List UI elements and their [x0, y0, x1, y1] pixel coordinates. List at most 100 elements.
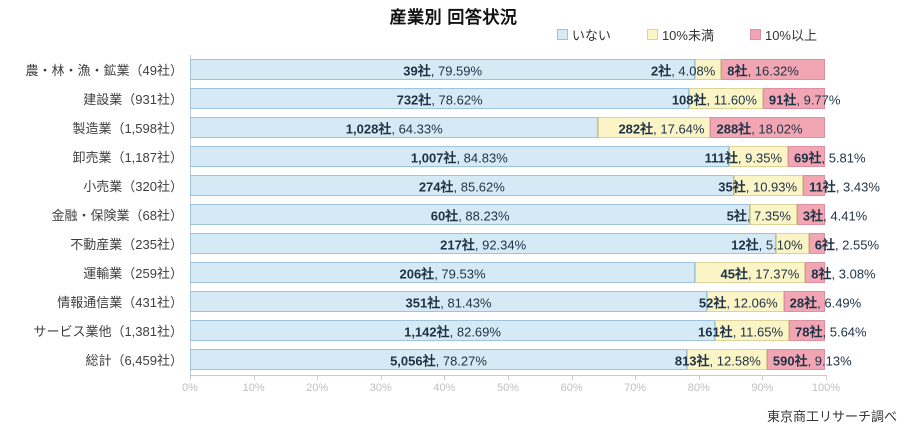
bar-segment-10%未満: 813社, 12.58% [675, 349, 767, 370]
row-category-label: 金融・保険業（68社） [51, 208, 183, 223]
x-tick-mark [253, 376, 255, 380]
segment-label: 1,142社, 82.69% [404, 324, 501, 339]
x-tick-label: 0% [182, 382, 198, 394]
bar-row: 情報通信業（431社） 351社, 81.43% 52社, 12.06% 28社, 6… [0, 287, 907, 316]
bar-row: 金融・保険業（68社） 60社, 88.23% 5社, 7.35% 3社, 4.41% [0, 200, 907, 229]
legend-label: 10%未満 [661, 28, 714, 43]
segment-label: 108社, 11.60% [671, 92, 757, 107]
x-tick-mark [444, 376, 446, 380]
segment-label: 5,056社, 78.27% [390, 353, 487, 368]
x-tick-label: 80% [687, 382, 710, 394]
segment-label: 288社, 18.02% [716, 121, 803, 136]
bar-row: 農・林・漁・鉱業（49社） 39社, 79.59% 2社, 4.08% 8社, 16.… [0, 55, 907, 84]
segment-label: 2社, 4.08% [650, 63, 716, 78]
row-category-label: 製造業（1,598社） [72, 121, 183, 136]
segment-label: 8社, 3.08% [811, 266, 876, 281]
bar-segment-10%未満: 52社, 12.06% [699, 291, 784, 312]
bar-row: 建設業（931社） 732社, 78.62% 108社, 11.60% 91社, 9.… [0, 84, 907, 113]
legend: いない 10%未満 10%以上 [556, 25, 817, 44]
row-category-label: 卸売業（1,187社） [72, 150, 183, 165]
x-tick-mark [826, 376, 827, 380]
bar-segment-10%未満: 282社, 17.64% [598, 117, 711, 138]
x-tick-label: 10% [242, 382, 265, 394]
row-category-label: 建設業（931社） [83, 92, 183, 107]
bar-segment-いない: 5,056社, 78.27% [190, 349, 687, 370]
segment-label: 161社, 11.65% [697, 324, 784, 339]
bar-segment-いない: 732社, 78.62% [190, 88, 690, 109]
legend-label: いない [571, 28, 611, 43]
segment-label: 1,028社, 64.33% [345, 121, 443, 136]
bar-segment-10%未満: 12社, 5.10% [731, 233, 809, 254]
source-note: 東京商工リサーチ調べ [766, 409, 897, 424]
bar-segment-10%未満: 35社, 10.93% [718, 175, 804, 196]
segment-label: 6社, 2.55% [814, 237, 880, 252]
bar-segment-10%未満: 161社, 11.65% [698, 320, 790, 341]
segment-label: 52社, 12.06% [698, 295, 778, 310]
bar-track: 1,028社, 64.33% 282社, 17.64% 288社, 18.02% [190, 117, 825, 138]
legend-swatch-yellow-icon [646, 29, 658, 40]
legend-item-under10: 10%未満 [646, 25, 714, 44]
bar-segment-10%以上: 28社, 6.49% [783, 291, 861, 312]
bar-segment-10%未満: 5社, 7.35% [727, 204, 797, 225]
bar-segment-10%未満: 111社, 9.35% [705, 146, 789, 167]
bar-segment-10%以上: 8社, 16.32% [721, 59, 825, 80]
x-tick-label: 40% [433, 382, 456, 394]
row-category-label: 情報通信業（431社） [57, 295, 183, 310]
x-tick-mark [762, 376, 764, 380]
legend-item-inai: いない [556, 25, 611, 44]
bar-rows: 農・林・漁・鉱業（49社） 39社, 79.59% 2社, 4.08% 8社, 16.… [0, 55, 907, 374]
bar-segment-10%以上: 3社, 4.41% [796, 204, 867, 225]
x-tick-label: 100% [811, 382, 841, 394]
bar-row: 運輸業（259社） 206社, 79.53% 45社, 17.37% 8社, 3.08… [0, 258, 907, 287]
bar-segment-10%未満: 2社, 4.08% [651, 59, 722, 80]
bar-track: 1,007社, 84.83% 111社, 9.35% 69社, 5.81% [190, 146, 866, 167]
bar-track: 206社, 79.53% 45社, 17.37% 8社, 3.08% [190, 262, 876, 283]
segment-label: 274社, 85.62% [418, 179, 505, 194]
segment-label: 11社, 3.43% [809, 179, 880, 194]
legend-swatch-blue-icon [556, 29, 568, 40]
bar-track: 351社, 81.43% 52社, 12.06% 28社, 6.49% [190, 291, 861, 312]
x-tick-mark [508, 376, 509, 380]
x-axis: 0% 10% 20% 30% 40% 50% 60% 70% 80% 90% 100% [182, 375, 840, 399]
bar-row: 小売業（320社） 274社, 85.62% 35社, 10.93% 11社, 3.4… [0, 171, 907, 200]
segment-label: 35社, 10.93% [718, 179, 798, 194]
segment-label: 91社, 9.77% [768, 92, 841, 107]
segment-label: 39社, 79.59% [403, 63, 483, 78]
bar-segment-いない: 206社, 79.53% [190, 262, 695, 283]
x-tick-mark [635, 376, 637, 380]
bar-track: 39社, 79.59% 2社, 4.08% 8社, 16.32% [190, 59, 825, 80]
segment-label: 28社, 6.49% [789, 295, 862, 310]
row-category-label: 総計（6,459社） [85, 353, 183, 368]
bar-row: 総計（6,459社） 5,056社, 78.27% 813社, 12.58% 590社… [0, 345, 907, 374]
bar-segment-10%以上: 11社, 3.43% [803, 175, 880, 196]
bar-segment-10%以上: 288社, 18.02% [710, 117, 825, 138]
segment-label: 69社, 5.81% [794, 150, 866, 165]
x-tick-label: 20% [306, 382, 329, 394]
x-tick-label: 50% [496, 382, 520, 394]
bar-segment-いない: 1,142社, 82.69% [190, 320, 716, 341]
bar-segment-いない: 351社, 81.43% [190, 291, 708, 312]
bar-segment-10%未満: 108社, 11.60% [672, 88, 763, 109]
bar-track: 217社, 92.34% 12社, 5.10% 6社, 2.55% [190, 233, 879, 254]
bar-segment-10%以上: 78社, 5.64% [789, 320, 867, 341]
legend-swatch-pink-icon [749, 29, 761, 40]
bar-track: 5,056社, 78.27% 813社, 12.58% 590社, 9.13% [190, 349, 852, 370]
bar-track: 60社, 88.23% 5社, 7.35% 3社, 4.41% [190, 204, 867, 225]
bar-track: 1,142社, 82.69% 161社, 11.65% 78社, 5.64% [190, 320, 867, 341]
x-tick-mark [698, 376, 700, 380]
bar-track: 732社, 78.62% 108社, 11.60% 91社, 9.77% [190, 88, 840, 109]
x-tick-label: 60% [560, 382, 583, 394]
segment-label: 282社, 17.64% [618, 121, 705, 136]
bar-track: 274社, 85.62% 35社, 10.93% 11社, 3.43% [190, 175, 880, 196]
segment-label: 732社, 78.62% [396, 92, 483, 107]
legend-label: 10%以上 [764, 28, 817, 43]
bar-row: 卸売業（1,187社） 1,007社, 84.83% 111社, 9.35% 69社,… [0, 142, 907, 171]
bar-segment-10%以上: 8社, 3.08% [805, 262, 876, 283]
x-tick-label: 30% [369, 382, 392, 394]
x-tick-mark [190, 376, 191, 380]
segment-label: 5社, 7.35% [726, 208, 791, 223]
bar-segment-いない: 1,028社, 64.33% [190, 117, 599, 138]
segment-label: 813社, 12.58% [674, 353, 761, 368]
bar-row: 製造業（1,598社） 1,028社, 64.33% 282社, 17.64% 288… [0, 113, 907, 142]
